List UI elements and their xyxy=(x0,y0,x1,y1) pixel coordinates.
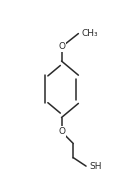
Text: SH: SH xyxy=(89,162,102,171)
Text: O: O xyxy=(58,127,65,136)
Text: O: O xyxy=(58,42,65,52)
Text: CH₃: CH₃ xyxy=(82,29,98,38)
